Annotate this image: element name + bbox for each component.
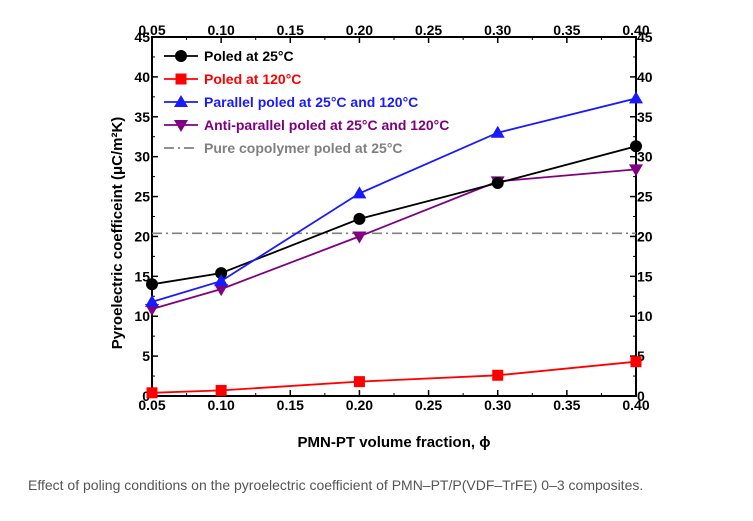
y-tick-label-left: 20 — [134, 228, 150, 244]
data-point — [215, 267, 228, 280]
data-point — [491, 176, 504, 189]
data-point — [629, 91, 643, 104]
data-point — [214, 284, 229, 297]
data-point — [214, 274, 229, 287]
y-tick-label-right: 10 — [637, 308, 653, 324]
y-tick-label-left: 30 — [134, 149, 150, 165]
series-layer — [145, 91, 643, 399]
legend-entry-2: Parallel poled at 25°C and 120°C — [164, 94, 418, 110]
x-tick-label-bottom: 0.25 — [415, 397, 442, 413]
y-tick-label-left: 15 — [134, 268, 150, 284]
x-tick-label-bottom: 0.30 — [484, 397, 511, 413]
x-tick-label-bottom: 0.15 — [277, 397, 304, 413]
series-2 — [145, 91, 643, 307]
y-tick-label-right: 25 — [637, 189, 653, 205]
x-tick-label-top: 0.15 — [277, 22, 304, 38]
data-point — [215, 384, 227, 396]
data-point — [490, 125, 505, 138]
y-tick-label-right: 5 — [637, 348, 645, 364]
legend-label: Poled at 120°C — [204, 71, 301, 87]
y-tick-label-right: 20 — [637, 228, 653, 244]
x-tick-label-top: 0.40 — [622, 22, 649, 38]
x-tick-label-bottom: 0.10 — [208, 397, 235, 413]
y-tick-label-right: 40 — [637, 69, 653, 85]
x-tick-label-top: 0.05 — [138, 22, 165, 38]
x-tick-label-top: 0.35 — [553, 22, 580, 38]
legend: Poled at 25°C Poled at 120°C Parallel pole… — [164, 48, 449, 156]
y-tick-label-left: 25 — [134, 189, 150, 205]
data-point — [352, 231, 367, 244]
data-point — [145, 304, 159, 317]
data-point — [353, 376, 365, 388]
y-tick-label-left: 45 — [134, 29, 150, 45]
data-point — [492, 369, 504, 381]
data-point — [353, 212, 366, 225]
legend-label: Parallel poled at 25°C and 120°C — [204, 94, 418, 110]
x-tick-label-top: 0.10 — [208, 22, 235, 38]
legend-entry-1: Poled at 120°C — [164, 71, 301, 87]
x-tick-label-bottom: 0.35 — [553, 397, 580, 413]
legend-marker — [175, 73, 187, 85]
x-tick-label-top: 0.25 — [415, 22, 442, 38]
figure-caption: Effect of poling conditions on the pyroe… — [28, 477, 644, 493]
y-tick-label-right: 30 — [637, 149, 653, 165]
legend-marker — [174, 95, 188, 107]
plot-frame — [151, 36, 637, 397]
legend-marker — [174, 120, 188, 132]
data-point — [146, 278, 158, 291]
x-tick-label-bottom: 0.40 — [622, 397, 649, 413]
x-tick-label-top: 0.30 — [484, 22, 511, 38]
legend-entry-3: Anti-parallel poled at 25°C and 120°C — [164, 117, 449, 133]
y-tick-label-right: 15 — [637, 268, 653, 284]
series-1 — [146, 356, 642, 399]
pyroelectric-chart: 0.05 0.05 0.10 0.10 0.15 0.15 0.20 0.20 0.25 0.25… — [109, 22, 653, 451]
y-tick-label-right: 35 — [637, 109, 653, 125]
x-tick-label-top: 0.20 — [346, 22, 373, 38]
y-tick-label-right: 45 — [637, 29, 653, 45]
y-tick-label-left: 10 — [134, 308, 150, 324]
series-line-0 — [151, 145, 637, 286]
y-tick-label-right: 0 — [637, 388, 645, 404]
y-tick-label-left: 40 — [134, 69, 150, 85]
legend-entry-4: Pure copolymer poled at 25°C — [164, 140, 403, 156]
axes: 0.05 0.05 0.10 0.10 0.15 0.15 0.20 0.20 0.25 0.25… — [134, 22, 652, 413]
data-point — [630, 356, 642, 368]
x-tick-label-bottom: 0.20 — [346, 397, 373, 413]
x-tick-label-bottom: 0.05 — [138, 397, 165, 413]
y-axis-label: Pyroelectric coefficeint (μC/m²K) — [109, 117, 126, 350]
y-tick-label-left: 0 — [142, 388, 150, 404]
data-point — [352, 186, 367, 199]
series-3 — [145, 164, 643, 317]
data-point — [629, 164, 643, 177]
data-point — [145, 294, 159, 307]
x-axis-label: PMN-PT volume fraction, ϕ — [298, 434, 491, 451]
data-point — [630, 140, 642, 153]
legend-label: Anti-parallel poled at 25°C and 120°C — [204, 117, 449, 133]
y-tick-label-left: 5 — [142, 348, 150, 364]
legend-marker — [175, 50, 187, 62]
data-point — [146, 387, 158, 399]
legend-label: Pure copolymer poled at 25°C — [204, 140, 403, 156]
legend-entry-0: Poled at 25°C — [164, 48, 294, 64]
legend-label: Poled at 25°C — [204, 48, 294, 64]
y-tick-label-left: 35 — [134, 109, 150, 125]
series-0 — [146, 140, 642, 291]
